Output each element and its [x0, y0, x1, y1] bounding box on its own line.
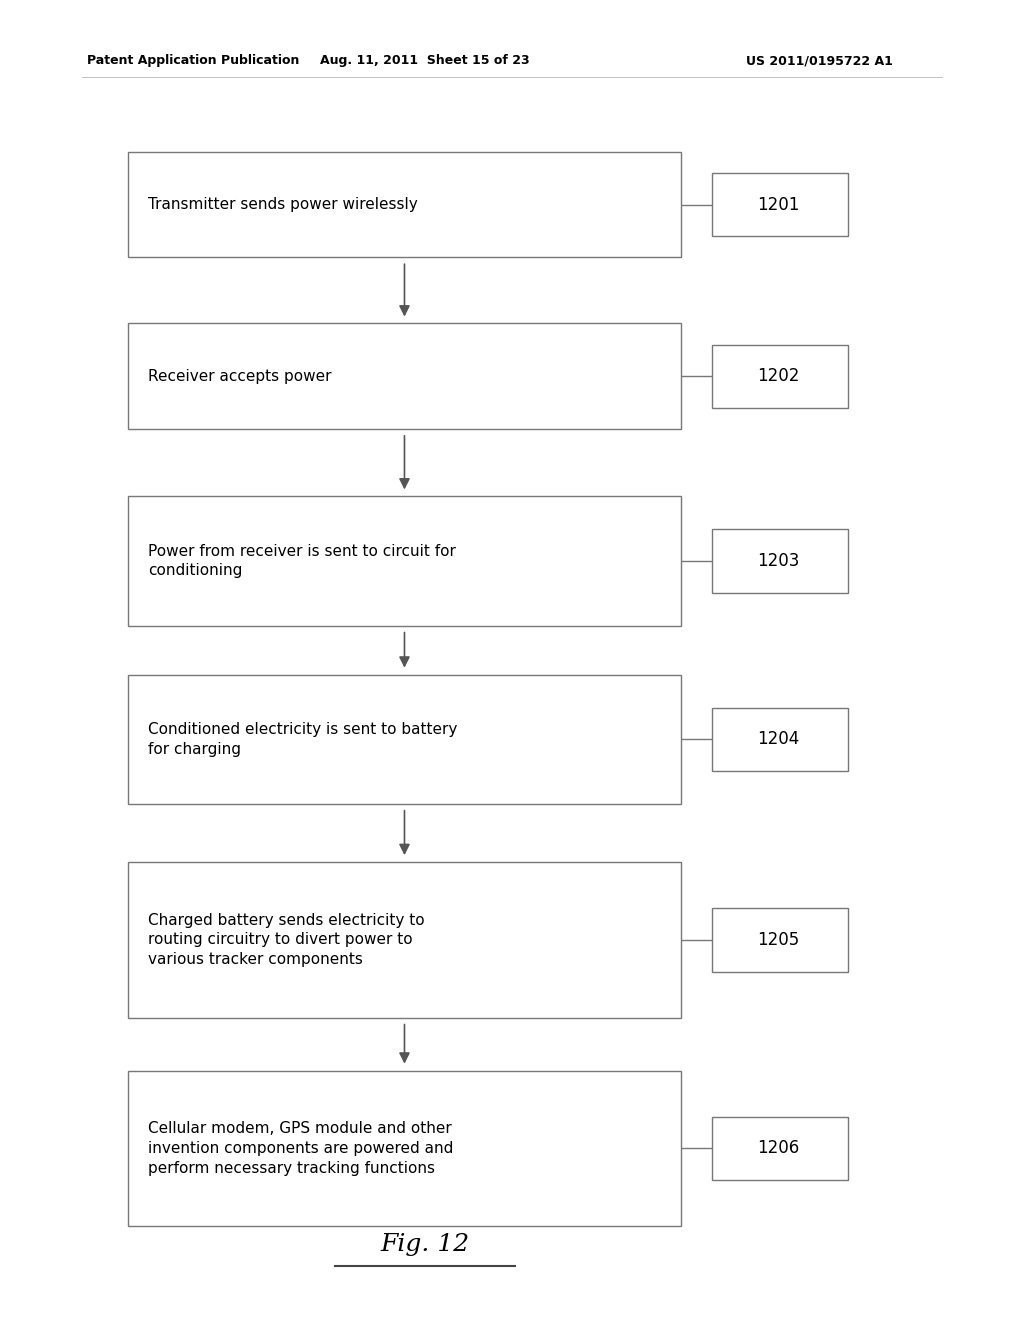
Text: 1201: 1201: [757, 195, 800, 214]
Text: Transmitter sends power wirelessly: Transmitter sends power wirelessly: [148, 197, 418, 213]
Text: US 2011/0195722 A1: US 2011/0195722 A1: [745, 54, 893, 67]
Bar: [712, 908, 848, 972]
Text: 1205: 1205: [757, 931, 800, 949]
Text: Conditioned electricity is sent to battery
for charging: Conditioned electricity is sent to batte…: [148, 722, 458, 756]
Text: Fig. 12: Fig. 12: [380, 1233, 470, 1257]
Bar: [712, 1117, 848, 1180]
Bar: [128, 496, 681, 626]
Text: 1206: 1206: [757, 1139, 800, 1158]
Bar: [712, 345, 848, 408]
Text: Power from receiver is sent to circuit for
conditioning: Power from receiver is sent to circuit f…: [148, 544, 457, 578]
Bar: [712, 529, 848, 593]
Bar: [128, 323, 681, 429]
Bar: [712, 173, 848, 236]
Bar: [128, 675, 681, 804]
Text: 1203: 1203: [757, 552, 800, 570]
Text: Patent Application Publication: Patent Application Publication: [87, 54, 299, 67]
Bar: [712, 708, 848, 771]
Text: Receiver accepts power: Receiver accepts power: [148, 368, 332, 384]
Text: Aug. 11, 2011  Sheet 15 of 23: Aug. 11, 2011 Sheet 15 of 23: [321, 54, 529, 67]
Bar: [128, 862, 681, 1018]
Text: 1202: 1202: [757, 367, 800, 385]
Text: Cellular modem, GPS module and other
invention components are powered and
perfor: Cellular modem, GPS module and other inv…: [148, 1121, 454, 1176]
Text: 1204: 1204: [757, 730, 800, 748]
Bar: [128, 1071, 681, 1226]
Bar: [128, 152, 681, 257]
Text: Charged battery sends electricity to
routing circuitry to divert power to
variou: Charged battery sends electricity to rou…: [148, 912, 425, 968]
